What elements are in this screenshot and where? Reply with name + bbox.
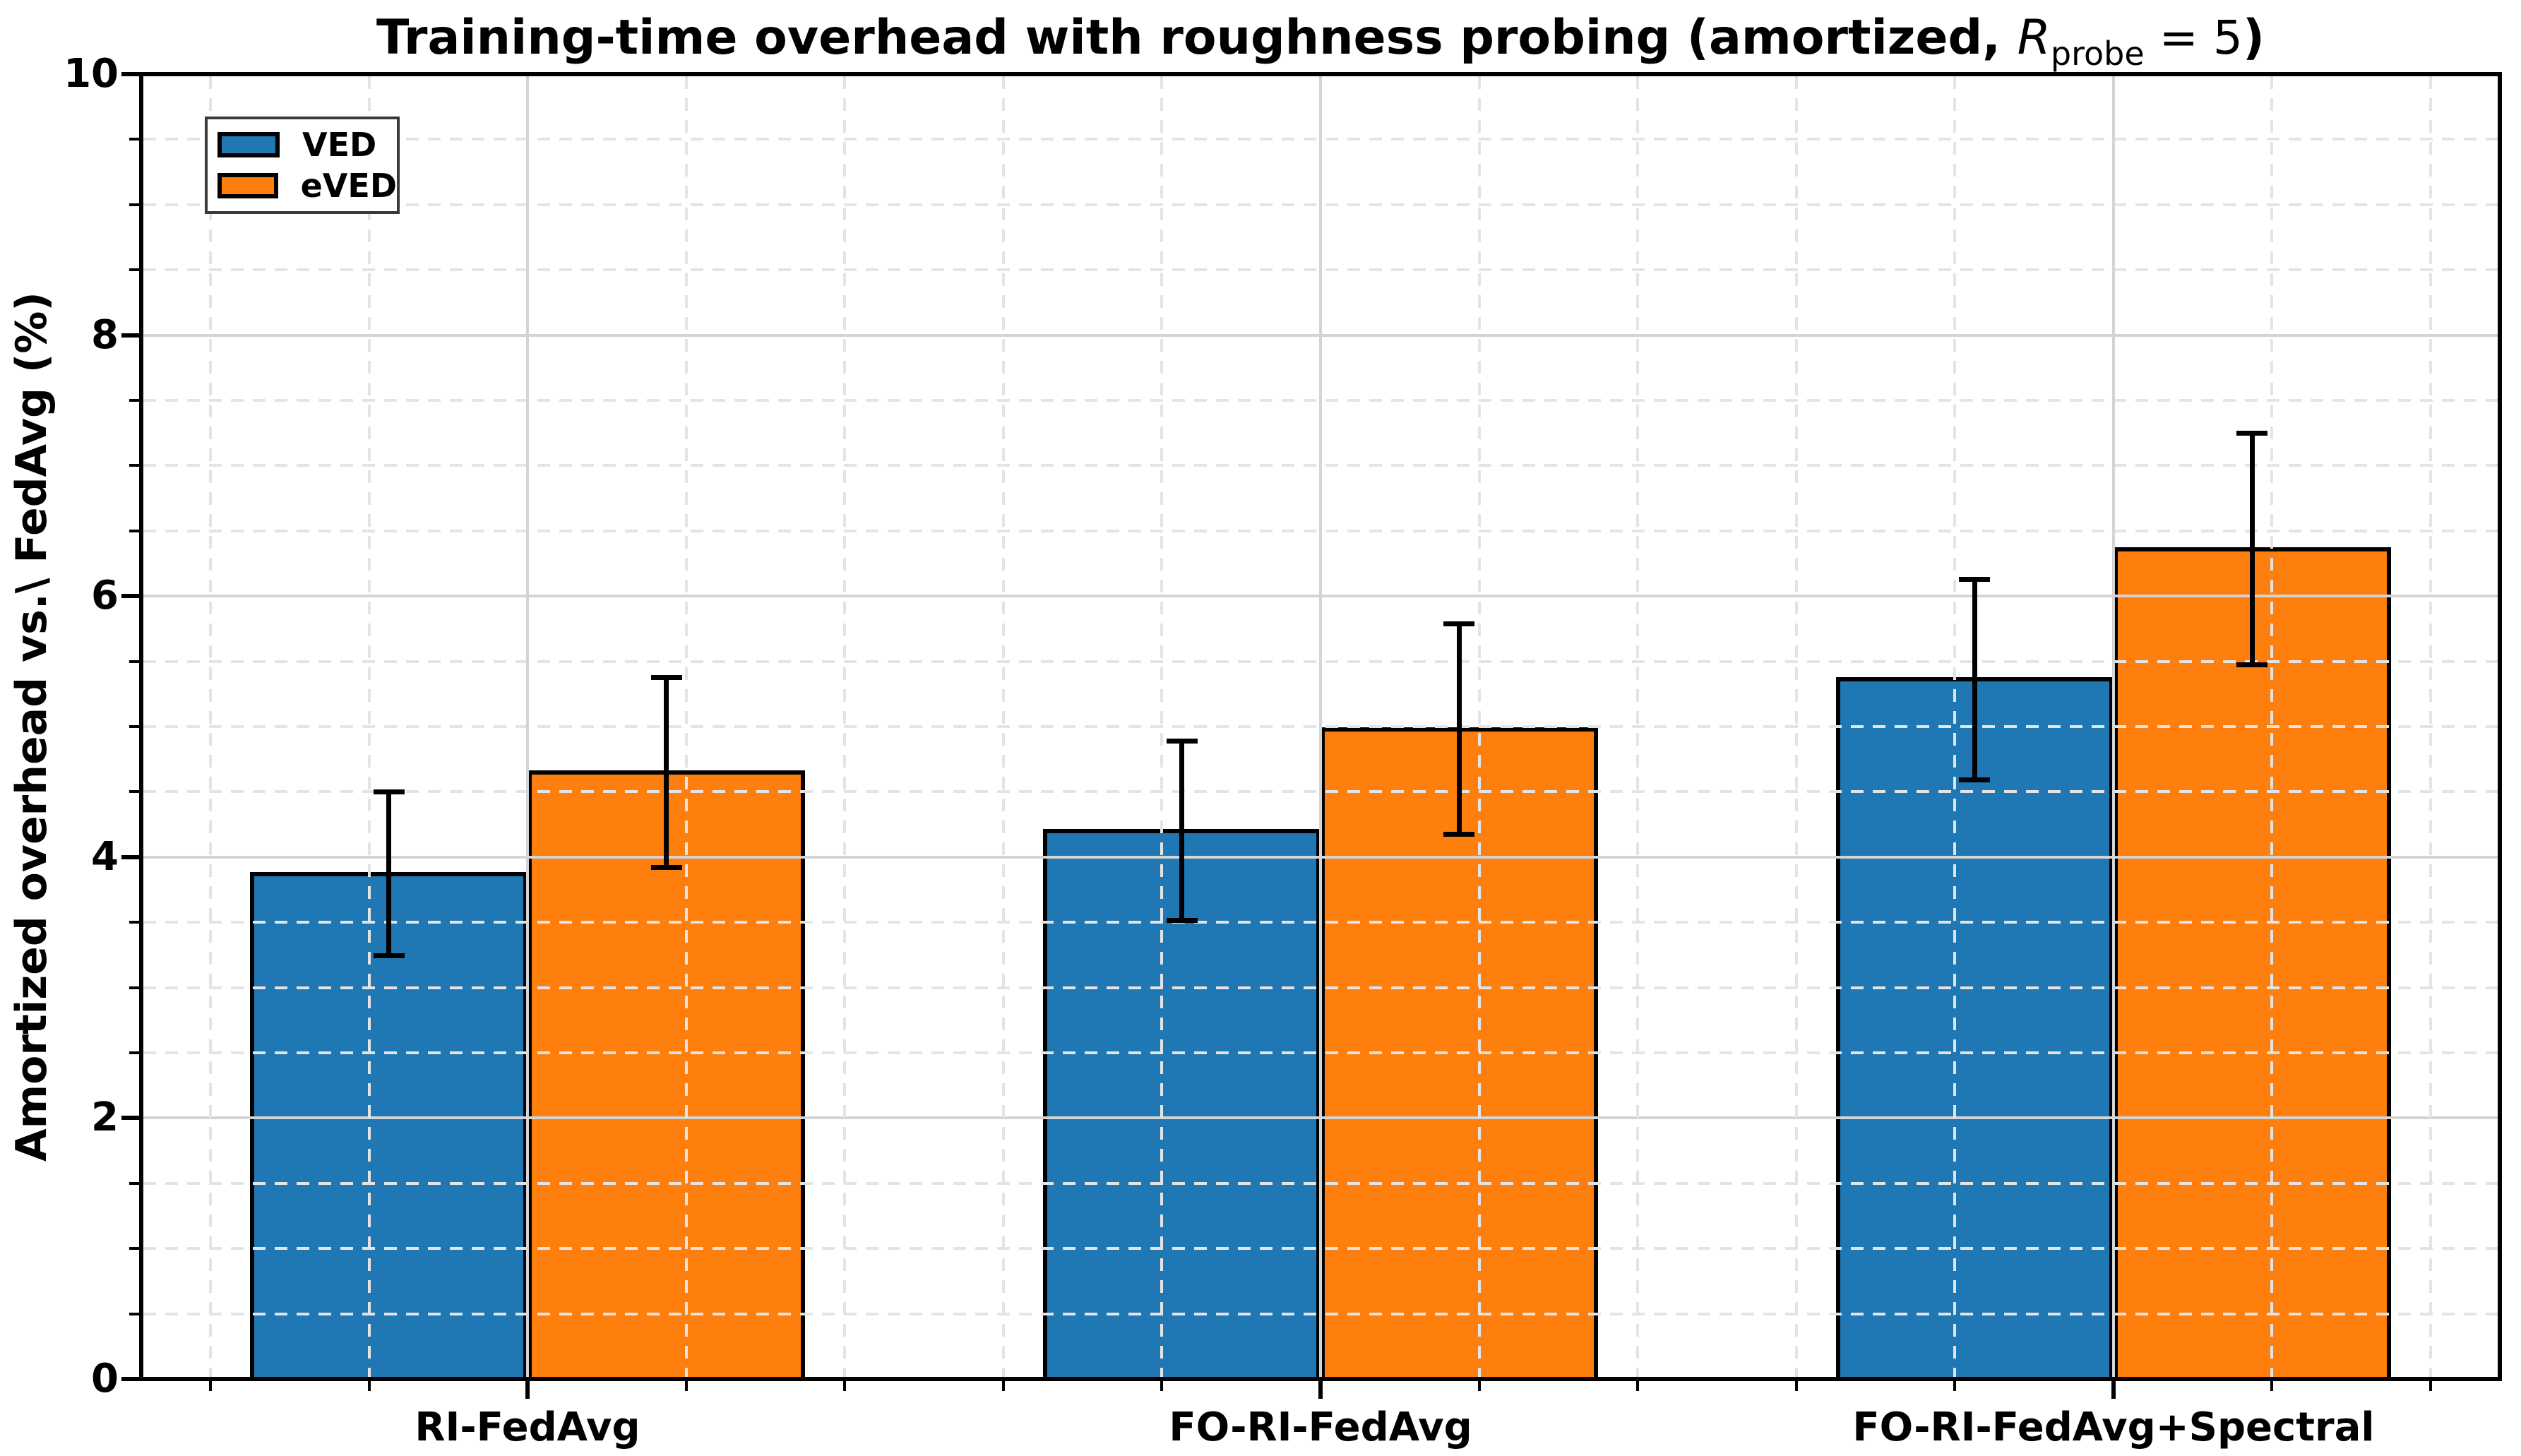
y-minor-tick	[129, 725, 139, 728]
error-bar-eved-fo-ri-fedavg-cap-top	[1443, 621, 1474, 626]
title-close-paren: )	[2242, 10, 2265, 66]
y-minor-tick	[129, 1051, 139, 1054]
x-minor-tick	[1795, 1381, 1798, 1391]
y-major-tick	[121, 594, 139, 598]
y-minor-tick	[129, 138, 139, 141]
bar-eved-fo-ri-fedavg-spectral	[2114, 547, 2391, 1381]
gridline-y-minor	[143, 530, 2498, 532]
x-tick-label-fo-ri-fedavg-spectral: FO-RI-FedAvg+Spectral	[1852, 1404, 2375, 1450]
legend-item-ved: VED	[217, 129, 397, 161]
y-minor-tick	[129, 790, 139, 793]
gridline-y-major	[143, 334, 2498, 337]
bar-eved-ri-fedavg	[528, 770, 805, 1381]
chart-title: Training-time overhead with roughness pr…	[376, 4, 2265, 88]
x-minor-tick	[209, 1381, 212, 1391]
x-major-tick	[525, 1381, 530, 1399]
y-minor-tick	[129, 203, 139, 206]
x-minor-tick	[843, 1381, 846, 1391]
y-minor-tick	[129, 660, 139, 663]
x-major-tick	[1318, 1381, 1323, 1399]
y-major-tick	[121, 72, 139, 76]
legend-label-ved: VED	[302, 126, 377, 164]
y-tick-label: 0	[91, 1356, 119, 1402]
error-bar-eved-ri-fedavg	[664, 677, 669, 868]
gridline-x-minor	[843, 76, 846, 1377]
error-bar-eved-fo-ri-fedavg-cap-bottom	[1443, 832, 1474, 837]
y-tick-label: 4	[91, 834, 119, 880]
gridline-x-minor	[1636, 76, 1639, 1377]
legend-item-eved: eVED	[217, 169, 397, 202]
gridline-y-minor	[143, 268, 2498, 271]
y-minor-tick	[129, 268, 139, 271]
error-bar-ved-fo-ri-fedavg-spectral-cap-top	[1959, 577, 1990, 582]
legend: VED eVED	[205, 117, 400, 214]
error-bar-eved-fo-ri-fedavg-spectral-cap-top	[2236, 431, 2267, 436]
y-minor-tick	[129, 1182, 139, 1185]
legend-swatch-eved	[217, 173, 278, 198]
y-axis-label: Amortized overhead vs.\ FedAvg (%)	[7, 292, 56, 1162]
gridline-x-minor	[1002, 76, 1005, 1377]
x-minor-tick	[2429, 1381, 2432, 1391]
error-bar-eved-fo-ri-fedavg-spectral	[2250, 433, 2255, 665]
x-minor-tick	[1002, 1381, 1005, 1391]
gridline-x-minor	[2429, 76, 2432, 1377]
error-bar-eved-fo-ri-fedavg-spectral-cap-bottom	[2236, 662, 2267, 667]
y-tick-label: 2	[91, 1094, 119, 1140]
gridline-x-minor	[209, 76, 212, 1377]
error-bar-ved-fo-ri-fedavg-spectral-cap-bottom	[1959, 777, 1990, 782]
x-minor-tick	[1478, 1381, 1481, 1391]
title-math-equals: = 5	[2144, 11, 2243, 65]
x-minor-tick	[368, 1381, 371, 1391]
error-bar-ved-fo-ri-fedavg	[1179, 741, 1184, 921]
y-major-tick	[121, 333, 139, 338]
x-major-tick	[2111, 1381, 2116, 1399]
gridline-x-minor	[1795, 76, 1798, 1377]
title-text: Training-time overhead with roughness pr…	[376, 10, 2018, 66]
title-math-subscript: probe	[2050, 35, 2145, 73]
y-minor-tick	[129, 464, 139, 467]
legend-label-eved: eVED	[300, 167, 397, 205]
y-minor-tick	[129, 921, 139, 924]
y-tick-label: 10	[64, 51, 119, 97]
bar-eved-fo-ri-fedavg	[1321, 727, 1598, 1381]
y-minor-tick	[129, 530, 139, 532]
error-bar-ved-ri-fedavg-cap-top	[374, 789, 405, 794]
gridline-y-minor	[143, 399, 2498, 402]
gridline-y-minor	[143, 464, 2498, 467]
x-minor-tick	[1953, 1381, 1956, 1391]
x-minor-tick	[1636, 1381, 1639, 1391]
error-bar-ved-fo-ri-fedavg-spectral	[1972, 579, 1977, 780]
y-minor-tick	[129, 986, 139, 989]
gridline-y-minor	[143, 138, 2498, 141]
y-tick-label: 6	[91, 573, 119, 619]
y-major-tick	[121, 1116, 139, 1120]
y-tick-label: 8	[91, 312, 119, 358]
error-bar-ved-ri-fedavg-cap-bottom	[374, 953, 405, 958]
legend-swatch-ved	[217, 132, 280, 157]
error-bar-eved-ri-fedavg-cap-top	[651, 675, 682, 680]
error-bar-ved-fo-ri-fedavg-cap-top	[1167, 739, 1198, 744]
x-minor-tick	[2270, 1381, 2273, 1391]
y-major-tick	[121, 855, 139, 859]
title-math-var: R	[2017, 10, 2051, 66]
y-minor-tick	[129, 1313, 139, 1315]
error-bar-eved-ri-fedavg-cap-bottom	[651, 865, 682, 870]
x-minor-tick	[685, 1381, 688, 1391]
x-tick-label-ri-fedavg: RI-FedAvg	[415, 1404, 640, 1450]
error-bar-eved-fo-ri-fedavg	[1457, 623, 1462, 835]
gridline-y-minor	[143, 203, 2498, 206]
bar-ved-fo-ri-fedavg-spectral	[1836, 677, 2114, 1381]
x-minor-tick	[1160, 1381, 1163, 1391]
error-bar-ved-ri-fedavg	[386, 792, 391, 956]
x-tick-label-fo-ri-fedavg: FO-RI-FedAvg	[1169, 1404, 1472, 1450]
error-bar-ved-fo-ri-fedavg-cap-bottom	[1167, 918, 1198, 923]
y-major-tick	[121, 1377, 139, 1381]
y-minor-tick	[129, 1247, 139, 1250]
y-minor-tick	[129, 399, 139, 402]
